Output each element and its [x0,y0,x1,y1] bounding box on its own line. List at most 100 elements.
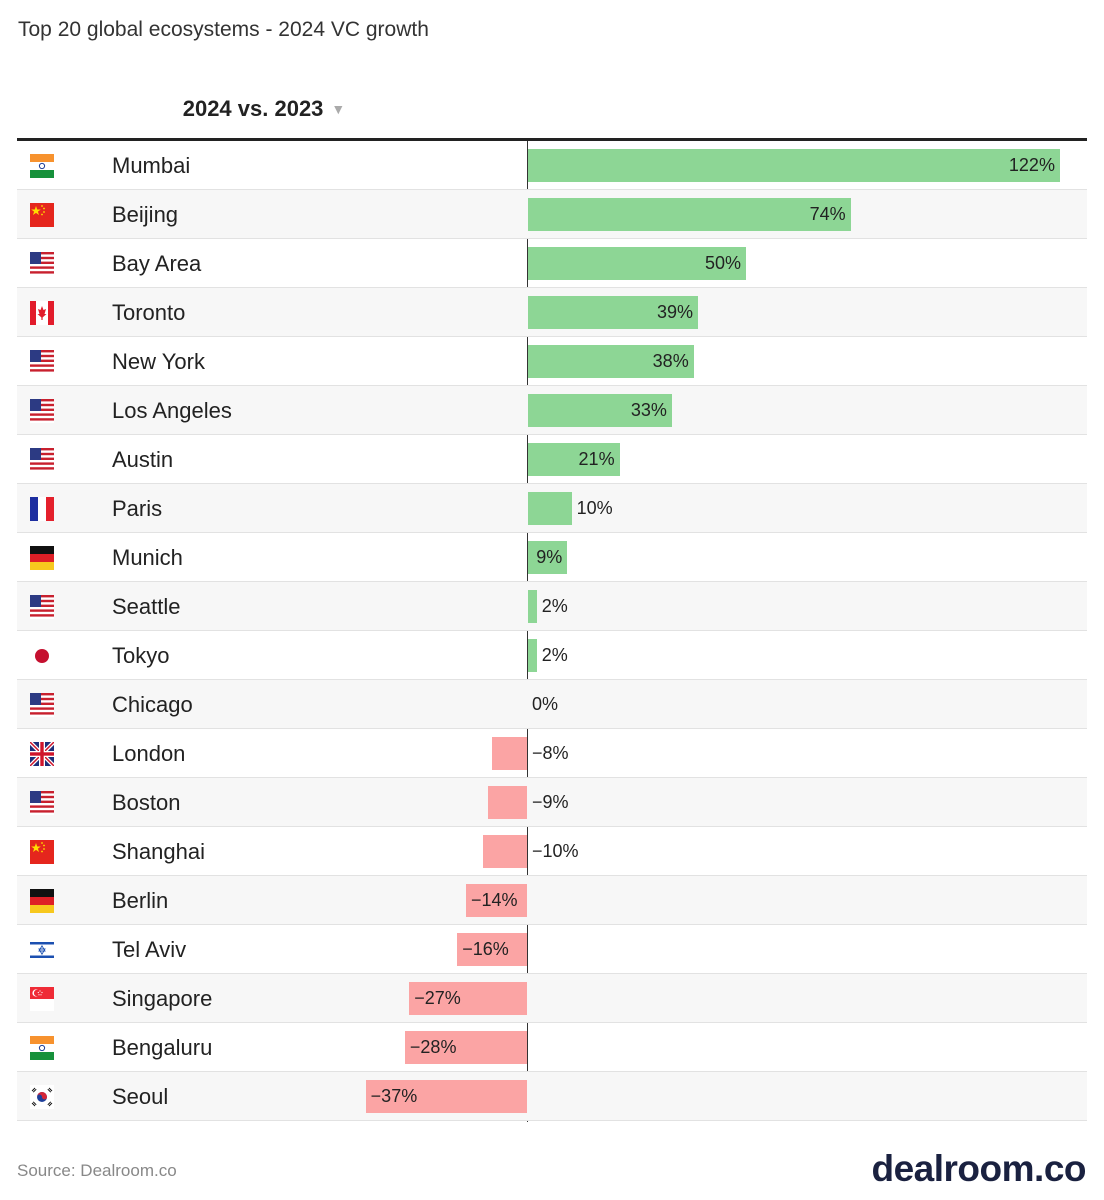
data-label: −16% [462,939,509,959]
city-label: Bay Area [112,251,202,276]
bar [528,590,537,623]
table-row: New York 38% [17,337,1087,386]
singapore-flag-icon [30,987,54,1011]
bar [487,786,527,819]
data-label: −10% [532,841,579,861]
china-flag-icon [30,203,54,227]
city-label: Paris [112,496,163,521]
china-flag-icon [30,840,54,864]
bar [528,198,851,231]
city-label: New York [112,349,205,374]
city-label: Chicago [112,692,193,717]
usa-flag-icon [30,791,54,815]
data-label: −27% [414,988,461,1008]
bar [528,443,620,476]
city-label: Austin [112,447,174,472]
usa-flag-icon [30,350,54,374]
table-row: Singapore −27% [17,974,1087,1023]
bar [483,835,527,868]
city-label: Los Angeles [112,398,232,423]
canada-flag-icon [30,301,54,325]
table-row: Bay Area 50% [17,239,1087,288]
bar [528,247,746,280]
city-label: Shanghai [112,839,205,864]
uk-flag-icon [30,742,54,766]
column-header-label: 2024 vs. 2023 [182,96,324,121]
table-row: Paris 10% [17,484,1087,533]
japan-flag-icon [30,644,54,668]
table-row: Chicago 0% [17,680,1087,729]
usa-flag-icon [30,693,54,717]
table-row: Seoul −37% [17,1072,1087,1121]
city-label: Seoul [112,1084,169,1109]
source-note: Source: Dealroom.co [17,1161,177,1180]
data-label: 33% [630,400,667,420]
bar [528,345,694,378]
data-label: 10% [576,498,613,518]
data-label: 74% [809,204,846,224]
data-label: 21% [578,449,615,469]
chart-title: Top 20 global ecosystems - 2024 VC growt… [18,18,429,41]
sort-down-icon[interactable]: ▼ [331,101,346,117]
table-row: Toronto 39% [17,288,1087,337]
india-flag-icon [30,154,54,178]
table-row: London −8% [17,729,1087,778]
bar [492,737,527,770]
bar [409,982,527,1015]
france-flag-icon [30,497,54,521]
table-row: Berlin −14% [17,876,1087,925]
city-label: Singapore [112,986,213,1011]
usa-flag-icon [30,595,54,619]
data-label: 9% [536,547,563,567]
data-label: 50% [705,253,742,273]
city-label: Boston [112,790,181,815]
data-label: −9% [532,792,569,812]
city-label: Tokyo [112,643,170,668]
bar [528,394,672,427]
germany-flag-icon [30,889,54,913]
table-row: Seattle 2% [17,582,1087,631]
bar [465,884,527,917]
city-label: Bengaluru [112,1035,213,1060]
data-label: 39% [657,302,694,322]
data-label: −14% [470,890,518,910]
data-label: 2% [541,645,568,665]
city-label: Toronto [112,300,186,325]
bar [528,541,568,574]
bar [528,639,537,672]
data-label: 38% [652,351,689,371]
table-row: Tel Aviv −16% [17,925,1087,974]
table-row: Mumbai 122% [17,141,1087,190]
israel-flag-icon [30,938,54,962]
data-label: −28% [409,1037,457,1057]
bar [457,933,527,966]
table-row: Los Angeles 33% [17,386,1087,435]
column-header[interactable]: 2024 vs. 2023 ▼ [0,96,528,122]
table-row: Munich 9% [17,533,1087,582]
data-label: −37% [370,1086,418,1106]
dealroom-logo: dealroom.co [871,1148,1087,1189]
table-row: Beijing 74% [17,190,1087,239]
data-label: 2% [541,596,568,616]
table-row: Shanghai −10% [17,827,1087,876]
bar-chart: Mumbai 122% Beijing 74% Bay Area 50% Toronto 39… [17,138,1087,1122]
table-row: Bengaluru −28% [17,1023,1087,1072]
city-label: Tel Aviv [112,937,187,962]
south-korea-flag-icon [30,1085,54,1109]
germany-flag-icon [30,546,54,570]
table-row: Austin 21% [17,435,1087,484]
bar [528,492,572,525]
data-label: 0% [532,694,559,714]
zero-axis-line [527,141,528,1122]
city-label: Seattle [112,594,181,619]
india-flag-icon [30,1036,54,1060]
bar [528,149,1060,182]
city-label: Munich [112,545,183,570]
city-label: Mumbai [112,153,191,178]
bar [365,1080,527,1113]
city-label: Berlin [112,888,169,913]
data-label: 122% [1008,155,1055,175]
city-label: Beijing [112,202,179,227]
usa-flag-icon [30,252,54,276]
data-label: −8% [532,743,569,763]
